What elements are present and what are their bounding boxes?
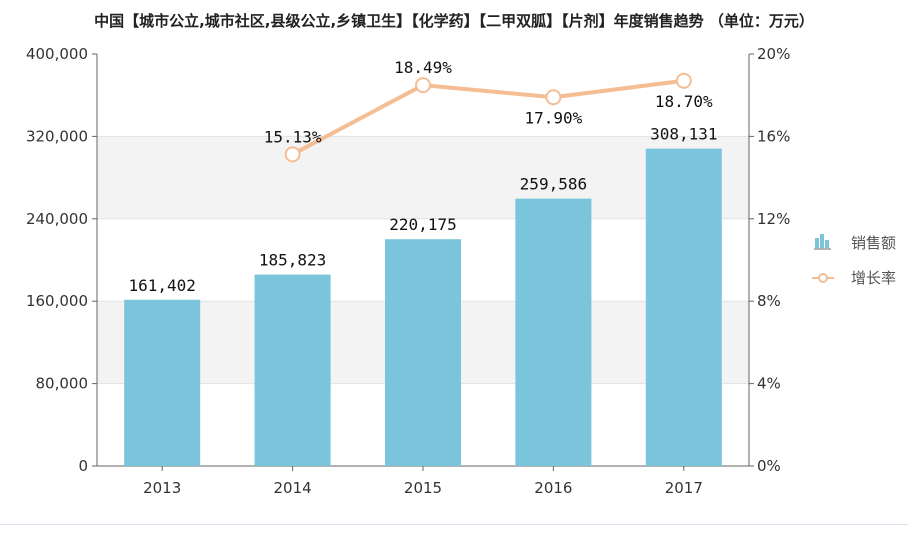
bar — [124, 299, 201, 466]
x-tick-label: 2013 — [143, 479, 181, 497]
legend-bar-icon — [825, 240, 829, 248]
y-right-tick-label: 0% — [757, 457, 781, 475]
growth-rate-line — [291, 78, 685, 157]
bar — [254, 274, 331, 466]
bottom-divider — [0, 524, 908, 525]
growth-rate-point — [675, 72, 692, 89]
bar-data-label: 161,402 — [128, 276, 195, 295]
bar-data-label: 220,175 — [389, 215, 456, 234]
y-left-tick-label: 320,000 — [26, 127, 88, 145]
bar — [515, 198, 592, 467]
y-left-tick-label: 80,000 — [36, 375, 89, 393]
bar-data-label: 185,823 — [259, 251, 326, 270]
y-left-tick-label: 0 — [78, 457, 88, 475]
line-data-label: 18.49% — [394, 58, 452, 77]
growth-rate-point — [284, 146, 301, 163]
bar — [385, 239, 461, 466]
growth-rate-point — [415, 77, 431, 94]
y-right-tick-label: 12% — [757, 210, 790, 228]
x-tick-label: 2016 — [534, 479, 572, 497]
legend-bar-icon — [815, 238, 819, 248]
legend-line-icon-marker — [818, 273, 828, 283]
x-tick-label: 2014 — [274, 479, 312, 497]
y-left-tick-label: 160,000 — [26, 292, 88, 310]
y-left-tick-label: 400,000 — [26, 45, 88, 63]
line-data-label: 18.70% — [655, 92, 713, 111]
y-right-tick-label: 4% — [757, 375, 781, 393]
y-right-tick-label: 16% — [757, 127, 790, 145]
y-right-tick-label: 8% — [757, 292, 781, 310]
x-tick-label: 2017 — [665, 479, 703, 497]
bar-data-label: 308,131 — [650, 125, 717, 144]
grid-band — [97, 136, 749, 219]
legend-bar-icon — [820, 234, 824, 248]
bar-data-label: 259,586 — [520, 175, 587, 194]
line-data-label: 17.90% — [525, 108, 583, 127]
legend-label-growth: 增长率 — [851, 269, 896, 287]
growth-rate-point — [545, 89, 562, 106]
bar — [645, 148, 722, 467]
x-tick-label: 2015 — [404, 479, 442, 497]
line-data-label: 15.13% — [264, 127, 322, 146]
chart-title: 中国【城市公立,城市社区,县级公立,乡镇卫生】【化学药】【二甲双胍】【片剂】年度… — [94, 12, 814, 30]
y-right-tick-label: 20% — [757, 45, 790, 63]
legend-label-sales: 销售额 — [851, 234, 896, 252]
y-left-tick-label: 240,000 — [26, 210, 88, 228]
